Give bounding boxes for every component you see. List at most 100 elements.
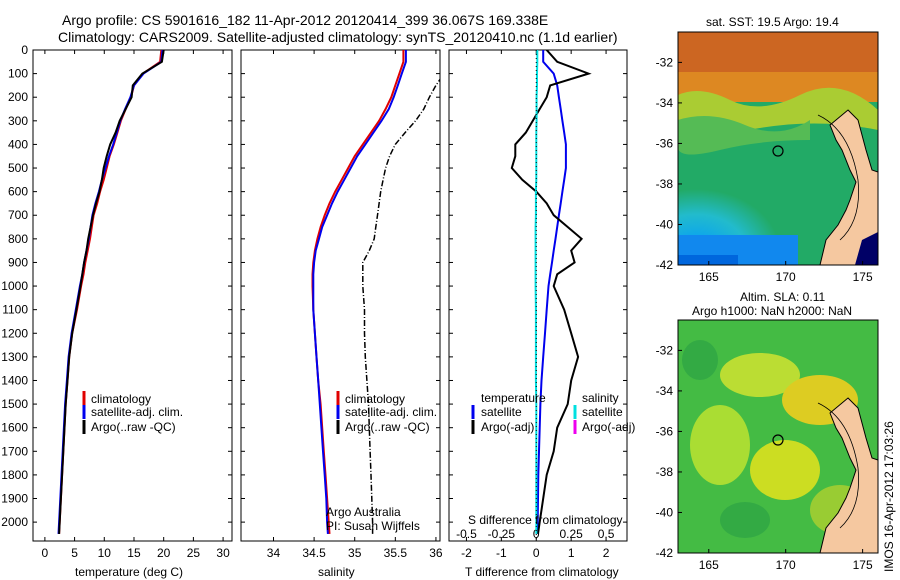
sst-map-frame bbox=[677, 31, 879, 266]
map-x-tick-label: 170 bbox=[776, 270, 796, 284]
series-line bbox=[311, 50, 405, 534]
credit-line2: PI: Susan Wijffels bbox=[326, 519, 420, 533]
chart-title-line2: Climatology: CARS2009. Satellite-adjuste… bbox=[58, 29, 618, 45]
legend-label-sal-argo: Argo(-adj) bbox=[582, 420, 635, 434]
legend-label-temp-argo: Argo(-adj) bbox=[481, 420, 534, 434]
map-y-tick-label: -38 bbox=[656, 177, 674, 191]
map-y-tick-label: -36 bbox=[656, 136, 674, 150]
legend-label-argo: Argo(..raw -QC) bbox=[91, 420, 176, 434]
map-y-tick-label: -40 bbox=[656, 217, 674, 231]
series-line bbox=[58, 50, 163, 534]
y-tick-label: 300 bbox=[8, 114, 28, 128]
x-tick-label: 15 bbox=[127, 546, 141, 560]
legend-label-sal-satellite: satellite bbox=[582, 405, 623, 419]
x-tick-label: 35.5 bbox=[384, 546, 408, 560]
y-tick-label: 800 bbox=[8, 232, 28, 246]
map-y-tick-label: -36 bbox=[656, 424, 674, 438]
y-tick-label: 1800 bbox=[1, 468, 28, 482]
y-tick-label: 1100 bbox=[2, 303, 28, 317]
map-y-tick-label: -40 bbox=[656, 505, 674, 519]
coastline-land bbox=[819, 109, 878, 265]
x-tick-label: 10 bbox=[98, 546, 112, 560]
legend-label-temp-satellite: satellite bbox=[481, 405, 522, 419]
y-tick-label: 700 bbox=[8, 208, 28, 222]
x-tick-label: 0 bbox=[533, 546, 540, 560]
salinity-legend: climatology satellite-adj. clim. Argo(..… bbox=[336, 391, 437, 434]
sla-map bbox=[678, 320, 878, 553]
series-line bbox=[362, 78, 440, 534]
salinity-panel-frame bbox=[240, 49, 441, 542]
salinity-xlabel: salinity bbox=[318, 565, 355, 579]
map-y-tick-label: -42 bbox=[656, 258, 674, 272]
chart-title-line1: Argo profile: CS 5901616_182 11-Apr-2012… bbox=[62, 12, 548, 28]
difference-legend: temperature satellite Argo(-adj) salinit… bbox=[471, 391, 635, 434]
legend-label-argo: Argo(..raw -QC) bbox=[345, 420, 430, 434]
y-tick-label: 100 bbox=[8, 67, 28, 81]
x-tick-label: 34 bbox=[267, 546, 281, 560]
x-tick-label: 20 bbox=[157, 546, 171, 560]
x-tick-label-secondary: 0.5 bbox=[598, 527, 615, 541]
map-y-tick-label: -32 bbox=[656, 343, 674, 357]
series-line bbox=[510, 50, 592, 535]
y-tick-label: 1600 bbox=[1, 421, 28, 435]
map-y-tick-label: -42 bbox=[656, 546, 674, 560]
series-line bbox=[58, 50, 165, 534]
salinity-axes: 34 34.5 35 35.5 36 bbox=[241, 49, 443, 560]
y-tick-label: 1200 bbox=[1, 326, 28, 340]
series-line bbox=[536, 50, 567, 534]
temperature-xlabel: temperature (deg C) bbox=[75, 565, 183, 579]
difference-xlabel2: S difference from climatology bbox=[468, 513, 623, 527]
x-tick-label: 1 bbox=[568, 546, 575, 560]
x-tick-label-secondary: -0.25 bbox=[488, 527, 516, 541]
salinity-series bbox=[311, 50, 440, 534]
sst-map bbox=[678, 32, 878, 265]
y-tick-label: 200 bbox=[8, 90, 28, 104]
coastline-land bbox=[819, 397, 878, 553]
x-tick-label: 34.5 bbox=[302, 546, 326, 560]
map-y-tick-label: -32 bbox=[656, 55, 674, 69]
x-tick-label: 30 bbox=[216, 546, 230, 560]
series-line bbox=[312, 50, 407, 534]
x-tick-label: 5 bbox=[71, 546, 78, 560]
legend-title-salinity: salinity bbox=[582, 391, 619, 405]
temperature-series bbox=[57, 50, 165, 534]
y-tick-label: 2000 bbox=[1, 515, 28, 529]
series-line bbox=[57, 50, 164, 534]
legend-label-climatology: climatology bbox=[91, 392, 151, 406]
sst-map-title: sat. SST: 19.5 Argo: 19.4 bbox=[706, 15, 839, 29]
imos-timestamp: IMOS 16-Apr-2012 17:03:26 bbox=[882, 421, 896, 572]
sla-map-title-line2: Argo h1000: NaN h2000: NaN bbox=[692, 304, 852, 318]
y-tick-label: 1300 bbox=[1, 350, 28, 364]
legend-title-temperature: temperature bbox=[481, 391, 546, 405]
y-tick-label: 1000 bbox=[1, 279, 28, 293]
map-x-tick-label: 175 bbox=[853, 270, 873, 284]
sla-map-axes: 165 170 175 -32 -34 -36 -38 -40 -42 bbox=[656, 343, 873, 572]
y-tick-label: 500 bbox=[8, 161, 28, 175]
map-x-tick-label: 175 bbox=[853, 558, 873, 572]
y-tick-label: 1700 bbox=[1, 444, 28, 458]
y-tick-label: 1900 bbox=[1, 492, 28, 506]
sla-map-frame bbox=[677, 319, 879, 554]
x-tick-label: -2 bbox=[461, 546, 472, 560]
y-tick-label: 900 bbox=[8, 255, 28, 269]
x-tick-label: -1 bbox=[496, 546, 507, 560]
temperature-axes: 0 5 10 15 20 25 300100200300400500600700800900… bbox=[1, 43, 232, 560]
difference-series bbox=[510, 50, 592, 541]
argo-location-marker bbox=[772, 145, 784, 157]
legend-label-satellite: satellite-adj. clim. bbox=[91, 405, 183, 419]
x-tick-label: 35 bbox=[348, 546, 362, 560]
argo-location-marker bbox=[772, 434, 784, 446]
temperature-legend: climatology satellite-adj. clim. Argo(..… bbox=[82, 391, 183, 434]
legend-label-climatology: climatology bbox=[345, 392, 405, 406]
x-tick-label: 36 bbox=[429, 546, 443, 560]
x-tick-label-secondary: 0.25 bbox=[559, 527, 583, 541]
y-tick-label: 400 bbox=[8, 137, 28, 151]
difference-xlabel: T difference from climatology bbox=[465, 565, 619, 579]
map-x-tick-label: 165 bbox=[699, 270, 719, 284]
x-tick-label: 2 bbox=[603, 546, 610, 560]
y-tick-label: 600 bbox=[8, 185, 28, 199]
map-x-tick-label: 170 bbox=[776, 558, 796, 572]
temperature-panel-frame bbox=[32, 49, 233, 542]
